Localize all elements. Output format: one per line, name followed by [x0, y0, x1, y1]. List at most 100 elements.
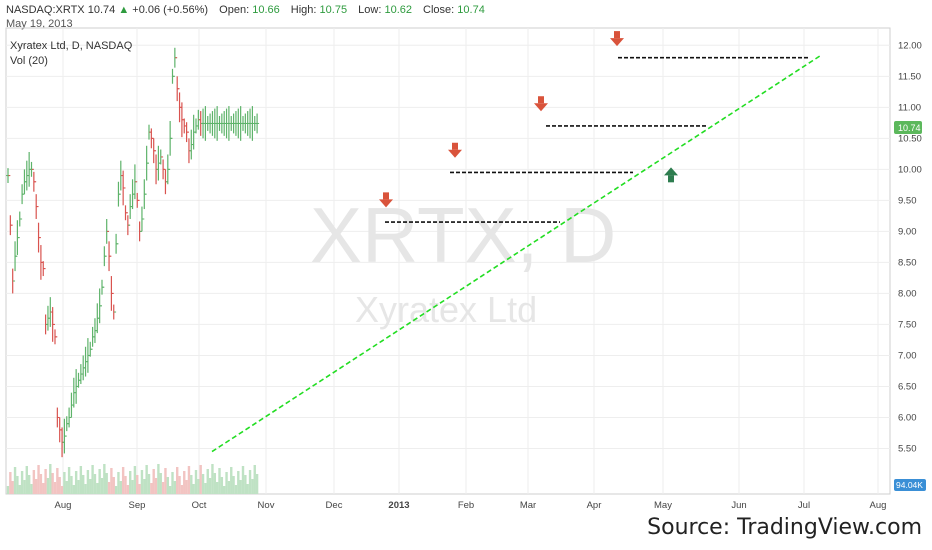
y-tick-label: 6.00	[898, 412, 917, 423]
up-arrow-icon	[664, 167, 678, 183]
volume-bar	[208, 478, 212, 494]
volume-bar	[18, 485, 21, 494]
y-tick-label: 11.50	[898, 71, 921, 82]
volume-bar	[131, 480, 134, 494]
high-value: 10.75	[319, 4, 348, 16]
watermark-ticker: XRTX, D	[310, 191, 616, 279]
volume-bar	[13, 467, 17, 494]
volume-bar	[105, 473, 108, 494]
volume-bar	[110, 468, 113, 494]
volume-bar	[251, 479, 254, 494]
volume-bar	[23, 480, 26, 494]
close-label: Close:	[423, 4, 455, 16]
volume-bar	[211, 464, 214, 494]
volume-label: Vol (20)	[10, 55, 48, 67]
y-tick-label: 8.50	[898, 257, 917, 268]
volume-bar	[100, 478, 104, 494]
volume-bar	[44, 469, 47, 494]
volume-bar	[11, 481, 14, 494]
volume-bar	[49, 464, 52, 494]
volume-bar	[53, 482, 57, 494]
volume-bar	[253, 465, 256, 494]
price-tag-label: 10.74	[898, 123, 921, 133]
x-tick-label: Aug	[55, 500, 72, 511]
volume-bar	[215, 482, 219, 494]
volume-bar	[164, 468, 167, 494]
volume-bar	[129, 471, 132, 494]
volume-bar	[173, 481, 177, 494]
volume-bar	[89, 479, 92, 494]
x-tick-label: Jul	[798, 500, 810, 511]
y-tick-label: 12.00	[898, 40, 922, 51]
volume-bar	[86, 470, 90, 494]
volume-bar	[82, 475, 85, 494]
price-bars	[6, 47, 260, 458]
volume-bar	[124, 476, 127, 494]
volume-bar	[143, 479, 146, 494]
volume-bar	[159, 473, 162, 494]
y-tick-label: 6.50	[898, 381, 917, 392]
volume-bar	[51, 473, 54, 494]
volume-bar	[70, 476, 73, 494]
volume-bar	[133, 466, 137, 494]
volume-bar	[183, 471, 186, 494]
volume-bar	[42, 483, 45, 494]
y-tick-label: 8.00	[898, 288, 917, 299]
down-arrow-icon	[534, 96, 548, 112]
down-arrow-icon	[379, 192, 393, 208]
volume-bar	[96, 483, 99, 494]
y-tick-label: 9.00	[898, 226, 917, 237]
x-tick-label: Dec	[326, 500, 343, 511]
volume-bar	[241, 466, 245, 494]
source-brand: TradingView.com	[737, 515, 922, 540]
watermark-name: Xyratex Ltd	[355, 289, 537, 330]
volume-bar	[58, 477, 61, 494]
open-label: Open:	[219, 4, 250, 16]
volume-bar	[65, 481, 68, 494]
volume-bar	[199, 465, 202, 494]
volume-bar	[147, 474, 151, 494]
volume-bars	[6, 464, 259, 494]
volume-bar	[114, 486, 118, 494]
change-arrow-icon: ▲	[118, 4, 130, 16]
volume-bar	[234, 485, 238, 494]
volume-bar	[74, 471, 78, 494]
source-credit: Source: TradingView.com	[647, 515, 922, 540]
y-tick-label: 9.50	[898, 195, 917, 206]
volume-bar	[218, 468, 221, 494]
volume-bar	[237, 471, 240, 494]
volume-bar	[60, 486, 64, 494]
time-axis[interactable]: Aug Sep Oct Nov Dec 2013 Feb Mar Apr May Jun Jul Aug	[55, 500, 887, 511]
high-label: High:	[290, 4, 317, 16]
volume-bar	[248, 470, 252, 494]
volume-bar	[67, 467, 71, 494]
volume-bar	[197, 479, 200, 494]
volume-bar	[154, 478, 158, 494]
volume-bar	[187, 466, 191, 494]
source-prefix: Source:	[647, 515, 738, 540]
volume-bar	[246, 484, 249, 494]
open-value: 10.66	[252, 4, 280, 16]
volume-bar	[138, 484, 141, 494]
volume-tag: 94.04K	[894, 479, 926, 491]
volume-bar	[190, 475, 193, 494]
price-axis[interactable]: 5.50 6.00 6.50 7.00 7.50 8.00 8.50 9.00 9.50 10.0…	[898, 40, 922, 454]
x-tick-label: Nov	[258, 500, 275, 511]
x-tick-label: 2013	[388, 500, 409, 511]
down-arrow-icon	[448, 142, 462, 158]
price-change: +0.06 (+0.56%)	[132, 4, 209, 16]
volume-bar	[136, 475, 139, 494]
x-tick-label: Feb	[458, 500, 474, 511]
volume-bar	[30, 484, 33, 494]
low-label: Low:	[358, 4, 382, 16]
volume-bar	[176, 467, 179, 494]
volume-bar	[239, 480, 242, 494]
volume-tag-label: 94.04K	[896, 480, 923, 490]
close-value: 10.74	[457, 4, 485, 16]
y-tick-label: 5.50	[898, 443, 917, 454]
volume-bar	[255, 474, 259, 494]
down-arrow-icon	[610, 31, 624, 47]
plot-frame	[5, 27, 891, 495]
volume-bar	[180, 485, 184, 494]
